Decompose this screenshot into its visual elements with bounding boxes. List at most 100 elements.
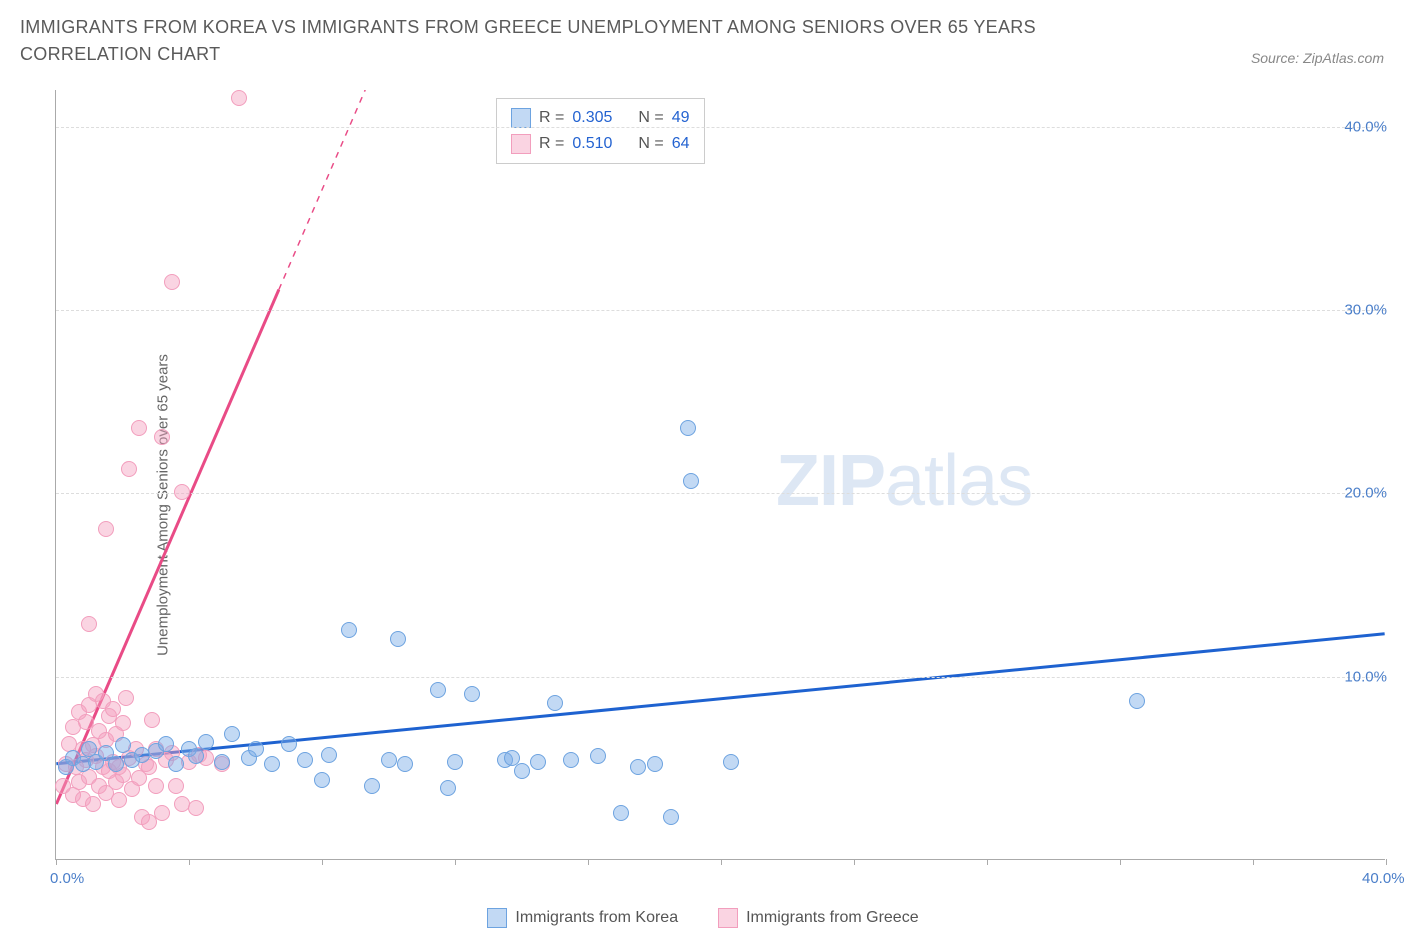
scatter-point-korea — [723, 754, 739, 770]
x-tick — [1386, 859, 1387, 865]
scatter-point-korea — [341, 622, 357, 638]
scatter-point-korea — [248, 741, 264, 757]
scatter-point-korea — [198, 734, 214, 750]
scatter-point-greece — [188, 800, 204, 816]
scatter-point-greece — [111, 792, 127, 808]
watermark: ZIPatlas — [776, 440, 1032, 522]
scatter-point-greece — [85, 796, 101, 812]
x-tick — [455, 859, 456, 865]
gridline — [56, 493, 1385, 494]
legend-item: Immigrants from Greece — [718, 908, 918, 928]
scatter-point-korea — [530, 754, 546, 770]
scatter-point-korea — [214, 754, 230, 770]
scatter-point-korea — [188, 748, 204, 764]
scatter-point-korea — [297, 752, 313, 768]
stats-n-label: N = — [638, 109, 663, 127]
scatter-point-korea — [364, 778, 380, 794]
scatter-point-greece — [121, 461, 137, 477]
scatter-point-greece — [118, 690, 134, 706]
stats-r-value: 0.305 — [572, 109, 612, 127]
scatter-point-korea — [168, 756, 184, 772]
x-tick — [56, 859, 57, 865]
scatter-point-korea — [264, 756, 280, 772]
scatter-point-korea — [663, 809, 679, 825]
scatter-point-korea — [158, 736, 174, 752]
scatter-point-korea — [590, 748, 606, 764]
scatter-point-korea — [108, 756, 124, 772]
scatter-point-korea — [647, 756, 663, 772]
x-tick — [1253, 859, 1254, 865]
stats-n-label: N = — [638, 135, 663, 153]
y-tick-label: 40.0% — [1344, 118, 1387, 135]
watermark-light: atlas — [885, 441, 1032, 521]
scatter-point-korea — [464, 686, 480, 702]
scatter-point-korea — [381, 752, 397, 768]
scatter-point-korea — [547, 695, 563, 711]
scatter-point-korea — [397, 756, 413, 772]
y-tick-label: 20.0% — [1344, 485, 1387, 502]
scatter-point-greece — [174, 484, 190, 500]
chart-title: IMMIGRANTS FROM KOREA VS IMMIGRANTS FROM… — [20, 14, 1140, 68]
scatter-point-greece — [115, 715, 131, 731]
scatter-point-korea — [314, 772, 330, 788]
scatter-point-greece — [168, 778, 184, 794]
scatter-point-greece — [98, 521, 114, 537]
scatter-point-greece — [164, 274, 180, 290]
scatter-point-greece — [148, 778, 164, 794]
stats-n-value: 64 — [672, 135, 690, 153]
scatter-point-korea — [447, 754, 463, 770]
scatter-point-korea — [224, 726, 240, 742]
scatter-point-greece — [154, 805, 170, 821]
x-tick-label: 40.0% — [1362, 870, 1405, 887]
correlation-stats-box: R = 0.305 N = 49 R = 0.510 N = 64 — [496, 98, 705, 164]
stats-swatch — [511, 134, 531, 154]
scatter-point-korea — [430, 682, 446, 698]
scatter-point-korea — [683, 473, 699, 489]
x-tick — [987, 859, 988, 865]
x-tick — [322, 859, 323, 865]
legend-swatch — [487, 908, 507, 928]
scatter-point-korea — [613, 805, 629, 821]
scatter-point-greece — [144, 712, 160, 728]
scatter-point-korea — [115, 737, 131, 753]
scatter-point-greece — [131, 420, 147, 436]
scatter-point-greece — [81, 616, 97, 632]
scatter-point-korea — [390, 631, 406, 647]
scatter-point-korea — [321, 747, 337, 763]
stats-r-label: R = — [539, 135, 564, 153]
scatter-point-korea — [563, 752, 579, 768]
stats-row: R = 0.510 N = 64 — [511, 131, 690, 157]
scatter-point-greece — [105, 701, 121, 717]
legend-label: Immigrants from Greece — [746, 909, 918, 927]
scatter-point-korea — [630, 759, 646, 775]
x-tick — [721, 859, 722, 865]
gridline — [56, 127, 1385, 128]
x-tick — [1120, 859, 1121, 865]
stats-n-value: 49 — [672, 109, 690, 127]
gridline — [56, 310, 1385, 311]
scatter-point-greece — [231, 90, 247, 106]
stats-r-value: 0.510 — [572, 135, 612, 153]
legend-item: Immigrants from Korea — [487, 908, 678, 928]
legend: Immigrants from Korea Immigrants from Gre… — [0, 908, 1406, 928]
x-tick — [189, 859, 190, 865]
source-attribution: Source: ZipAtlas.com — [1251, 50, 1384, 66]
chart-header: IMMIGRANTS FROM KOREA VS IMMIGRANTS FROM… — [0, 0, 1406, 68]
scatter-point-korea — [680, 420, 696, 436]
scatter-point-greece — [154, 429, 170, 445]
stats-swatch — [511, 108, 531, 128]
legend-label: Immigrants from Korea — [515, 909, 678, 927]
scatter-point-korea — [440, 780, 456, 796]
y-tick-label: 30.0% — [1344, 302, 1387, 319]
scatter-point-korea — [1129, 693, 1145, 709]
x-tick-label: 0.0% — [50, 870, 84, 887]
x-tick — [854, 859, 855, 865]
watermark-bold: ZIP — [776, 441, 885, 521]
stats-r-label: R = — [539, 109, 564, 127]
x-tick — [588, 859, 589, 865]
legend-swatch — [718, 908, 738, 928]
plot-area: ZIPatlas R = 0.305N = 49R = 0.510N = 64 … — [55, 90, 1385, 860]
y-tick-label: 10.0% — [1344, 668, 1387, 685]
scatter-point-korea — [281, 736, 297, 752]
trend-line — [279, 90, 365, 290]
